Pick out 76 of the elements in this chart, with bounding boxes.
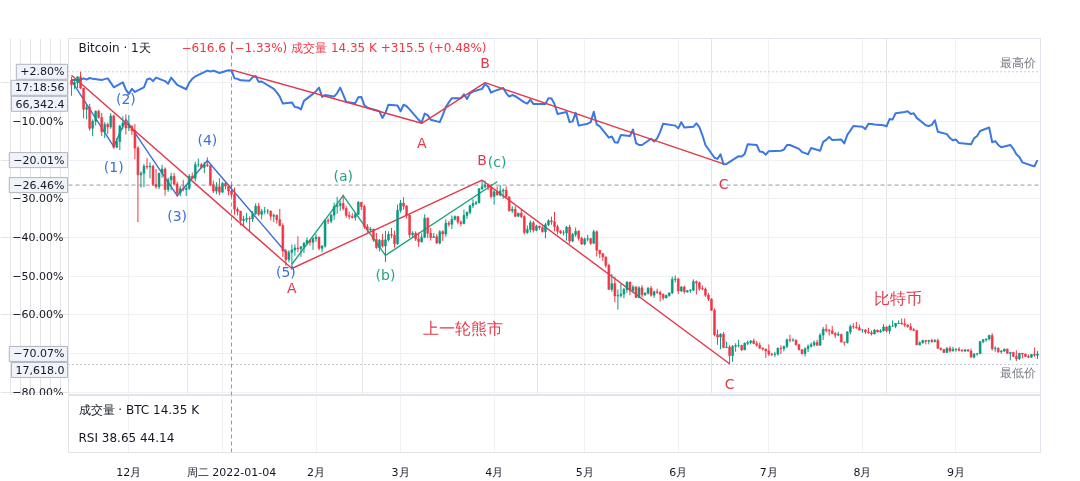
annotation: (a) (333, 167, 353, 184)
candlestick (655, 288, 659, 295)
candlestick (299, 245, 303, 258)
candlestick (148, 161, 152, 179)
x-tick-label: 4月 (485, 465, 504, 479)
x-tick-label: 9月 (946, 465, 965, 479)
candlestick (70, 76, 73, 97)
annotation: (4) (197, 132, 218, 149)
candlestick (127, 114, 131, 132)
annotation: (c) (487, 153, 507, 170)
candlestick (616, 288, 620, 311)
annotation: (1) (103, 158, 124, 175)
candlestick (100, 112, 103, 137)
candlestick (363, 204, 366, 230)
chart-subtitle: −616.6 (−1.33%) 成交量 14.35 K +315.5 (+0.48%) (181, 40, 487, 55)
annotation: B (480, 54, 490, 71)
y-tick-label: −60.00% (12, 308, 64, 322)
text: 17,618.0 (15, 363, 65, 377)
annotation: (3) (167, 207, 188, 224)
ref-line-label: 周二 2022-01-04 (186, 465, 277, 479)
candlestick (728, 344, 731, 366)
y-tick-label: −10.00% (12, 114, 64, 128)
x-tick-label: 2月 (307, 465, 326, 479)
x-tick-label: 3月 (391, 465, 410, 479)
line-series (70, 74, 731, 365)
y-tick-label: −70.07% (13, 347, 65, 361)
candlestick (145, 157, 149, 170)
y-tick-label: −20.01% (13, 153, 65, 167)
candlestick (248, 215, 251, 233)
candlestick (326, 217, 330, 225)
candlestick (643, 291, 647, 297)
candlestick (791, 337, 795, 343)
candlestick (302, 241, 306, 254)
candlestick (610, 273, 614, 293)
x-tick-label: 5月 (575, 465, 594, 479)
text: 成交量 · BTC 14.35 K (78, 402, 201, 417)
annotation: 比特币 (873, 288, 922, 308)
candlestick (492, 189, 496, 206)
text: 66,342.4 (15, 97, 65, 111)
candlestick (233, 187, 236, 216)
annotation: C (724, 375, 735, 392)
ref-line-label: −26.46% (13, 178, 65, 192)
candlestick (142, 163, 146, 188)
candlestick (194, 161, 197, 182)
annotation: (2) (115, 91, 136, 108)
annotation: 上一轮熊市 (423, 318, 504, 338)
annotation: C (718, 175, 729, 192)
annotation: 最低价 (999, 366, 1036, 381)
chart-title: Bitcoin · 1天 (78, 40, 151, 55)
candlestick (788, 334, 792, 343)
candlestick (151, 164, 155, 187)
x-tick-label: 12月 (116, 465, 142, 479)
annotation: (b) (375, 267, 396, 284)
candlestick (471, 198, 475, 209)
annotation: (5) (275, 264, 296, 281)
y-tick-label: −30.00% (12, 192, 64, 206)
candlestick (311, 236, 315, 251)
candlestick (296, 235, 300, 253)
text: RSI 38.65 44.14 (78, 431, 175, 446)
candlestick (613, 276, 617, 303)
annotation: A (416, 135, 427, 152)
text: 17:18:56 (15, 81, 65, 95)
annotation: 最高价 (999, 55, 1036, 70)
x-tick-label: 8月 (853, 465, 872, 479)
y-tick-label: −40.00% (12, 231, 64, 245)
candlestick (426, 216, 429, 239)
x-tick-label: 6月 (669, 465, 688, 479)
candlestick (423, 213, 426, 239)
annotation: A (287, 280, 298, 297)
x-tick-label: 7月 (759, 465, 778, 479)
y-tick-label: −50.00% (12, 269, 64, 283)
ref-line-label: +2.80% (20, 65, 65, 79)
candlestick (459, 219, 463, 227)
annotation: B (477, 152, 487, 169)
candlestick (483, 180, 487, 189)
line-series (291, 181, 498, 265)
